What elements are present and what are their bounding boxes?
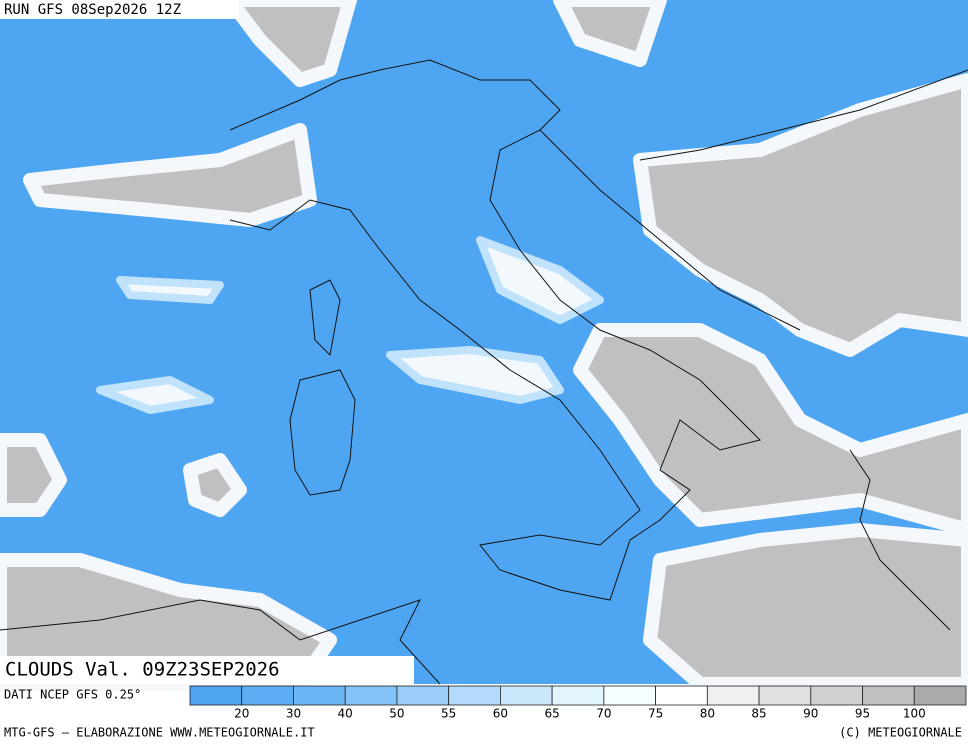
legend-swatch [241, 685, 294, 706]
legend-tick-label: 40 [338, 707, 353, 721]
legend-swatch [913, 685, 967, 706]
legend-tick-label: 60 [493, 707, 508, 721]
legend-swatch [344, 685, 398, 706]
legend-swatch [293, 685, 346, 706]
legend-swatch [862, 685, 915, 706]
legend-swatch [499, 685, 553, 706]
legend-swatch [603, 685, 656, 706]
legend-swatch [655, 685, 708, 706]
legend-swatch [758, 685, 812, 706]
legend-tick-label: 85 [751, 707, 766, 721]
legend-swatch [810, 685, 863, 706]
legend-swatch [396, 685, 450, 706]
coastlines [0, 59, 968, 685]
legend-tick-label: 20 [234, 707, 249, 721]
legend-tick-label: 95 [855, 707, 870, 721]
legend-tick-label: 65 [544, 707, 559, 721]
run-box [0, 0, 238, 19]
legend-tick-label: 100 [903, 707, 926, 721]
legend-tick-label: 80 [700, 707, 715, 721]
legend-tick-label: 90 [803, 707, 818, 721]
legend-swatch [551, 685, 605, 706]
source-label: DATI NCEP GFS 0.25° [4, 688, 141, 702]
footer-right: (C) METEOGIORNALE [839, 726, 962, 740]
map-title: CLOUDS Val. 09Z23SEP2026 [5, 659, 280, 681]
legend-swatch [448, 685, 501, 706]
legend-tick-label: 55 [441, 707, 456, 721]
title-box [0, 656, 414, 684]
legend-tick-label: 70 [596, 707, 611, 721]
footer-left: MTG-GFS — ELABORAZIONE WWW.METEOGIORNALE… [4, 726, 315, 740]
legend-tick-label: 50 [389, 707, 404, 721]
run-label: RUN GFS 08Sep2026 12Z [4, 2, 181, 18]
legend: 20 30 40 50 55 60 65 70 75 80 85 90 95 100 [189, 685, 967, 721]
legend-swatch [189, 685, 243, 706]
legend-swatch [706, 685, 760, 706]
legend-tick-label: 75 [648, 707, 663, 721]
legend-tick-label: 30 [286, 707, 301, 721]
cloud-areas [0, 0, 968, 691]
